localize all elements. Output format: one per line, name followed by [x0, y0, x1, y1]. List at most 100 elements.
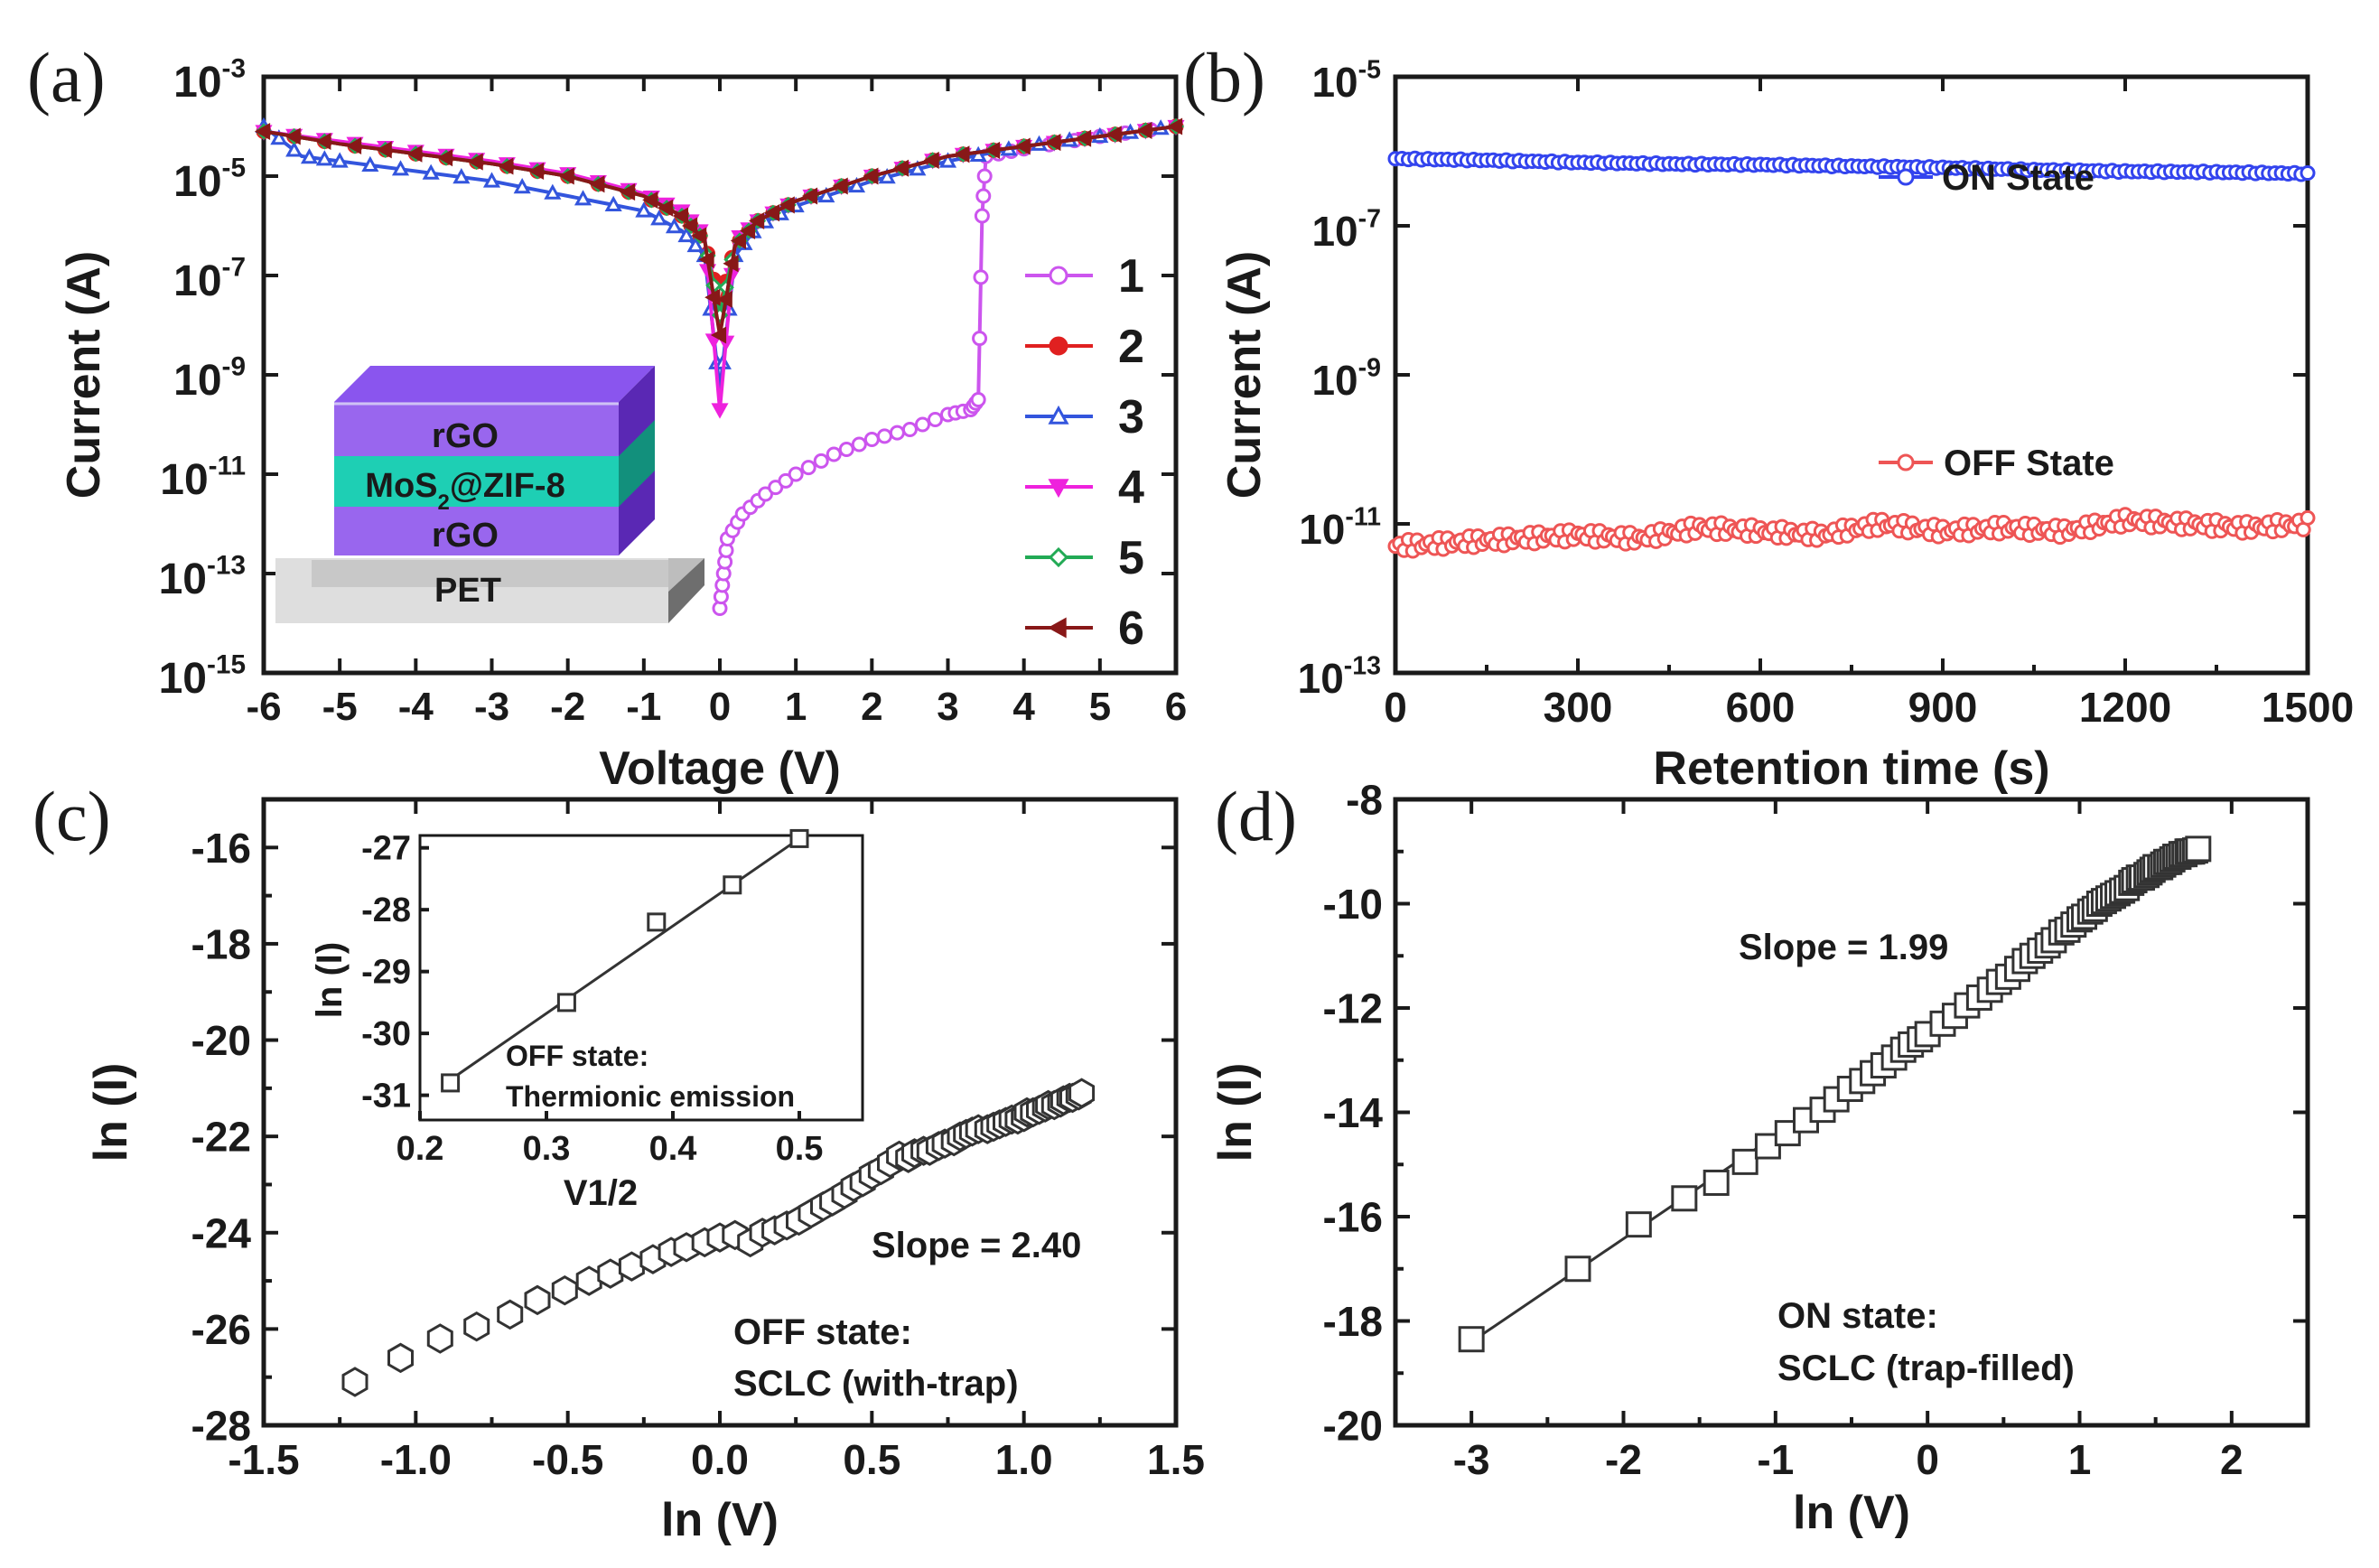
panel-a-series-3-point — [878, 168, 896, 184]
panel-a-xtick-label: 2 — [861, 685, 882, 729]
panel-d-ytick-label: -16 — [1323, 1194, 1383, 1241]
panel-a-series-1-point — [970, 392, 986, 407]
panel-a-series-6-point — [892, 159, 910, 177]
panel-a-ytick-label: 10-5 — [173, 153, 246, 206]
panel-label-d: (d) — [1215, 777, 1297, 855]
panel-a-series-6-point — [801, 187, 818, 205]
panel-b-series-on-point — [2300, 165, 2316, 182]
inset-ylabel: ln (I) — [310, 942, 350, 1018]
inset-xtick-label: 0.4 — [649, 1130, 697, 1168]
panel-a-series-6-point — [558, 167, 574, 185]
panel-c-slope-label: Slope = 2.40 — [872, 1226, 1081, 1265]
panel-c-xtick-label: 0.0 — [691, 1436, 749, 1483]
panel-b-xtick-label: 900 — [1908, 684, 1978, 731]
inset-state-label: OFF state: — [506, 1040, 648, 1072]
panel-c-data-point — [551, 1274, 578, 1306]
panel-a-xtick-label: 1 — [785, 685, 807, 729]
panel-a-series-6-point — [779, 196, 795, 214]
panel-b-xlabel: Retention time (s) — [1653, 742, 2049, 795]
panel-a-series-3-point — [482, 172, 501, 188]
panel-a-series-1-point — [972, 331, 988, 347]
panel-d-data-point — [1703, 1169, 1730, 1196]
panel-a-series-3-point — [677, 226, 695, 243]
panel-a-series-6-point — [863, 167, 879, 185]
panel-b-ytick-label: 10-7 — [1311, 204, 1381, 255]
inset-data-point — [723, 875, 742, 895]
legend-label-off-state: OFF State — [1944, 443, 2114, 483]
inset-xtick-label: 0.2 — [396, 1130, 444, 1168]
panel-c-ytick-label: -24 — [191, 1209, 252, 1256]
panel-a-series-1-point — [788, 466, 804, 482]
panel-a-series-1-point — [901, 422, 918, 437]
panel-b-xtick-label: 0 — [1384, 684, 1407, 731]
panel-a-series-3-point — [513, 178, 531, 194]
legend-label-4: 4 — [1118, 462, 1144, 514]
inset-ytick-label: -31 — [361, 1078, 411, 1115]
panel-d-xtick-label: -1 — [1757, 1436, 1794, 1483]
panel-a-xtick-label: -6 — [246, 685, 281, 729]
panel-d-xtick-label: -3 — [1453, 1436, 1490, 1483]
panel-a-series-3-point — [574, 190, 592, 206]
legend-label-6: 6 — [1118, 602, 1144, 655]
panel-c-xtick-label: -1.0 — [380, 1436, 452, 1483]
panel-b-xtick-label: 1500 — [2262, 684, 2354, 731]
panel-a-series-6-point — [589, 175, 605, 193]
legend-label-1: 1 — [1118, 250, 1144, 303]
panel-d-xtick-label: 0 — [1916, 1436, 1939, 1483]
panel-a-series-6-point — [704, 288, 721, 306]
panel-d-data-point — [1625, 1211, 1652, 1238]
panel-a-series-6-point — [436, 149, 453, 167]
panel-a-series-6-point — [984, 141, 1001, 159]
panel-a-xtick-label: -3 — [474, 685, 509, 729]
panel-a-series-6-point — [748, 211, 765, 230]
panel-a-series-3-point — [422, 163, 440, 180]
mos2-zif8-layer — [334, 456, 619, 507]
panel-b-series-off-point — [2300, 509, 2316, 526]
panel-a-series-3-point — [391, 160, 410, 176]
panel-a-ytick-label: 10-7 — [173, 252, 246, 305]
panel-a-series-1-point — [800, 460, 816, 476]
panel-a-series-6-point — [315, 132, 331, 151]
panel-a-series-3-point — [331, 152, 349, 168]
inset-data-point — [647, 912, 667, 932]
panel-a-xtick-label: -5 — [322, 685, 358, 729]
panel-a-series-6-point — [254, 122, 271, 141]
layer-label-pet: PET — [434, 572, 501, 610]
panel-label-c: (c) — [33, 777, 111, 855]
panel-c-ytick-label: -20 — [191, 1017, 251, 1064]
panel-a-ytick-label: 10-11 — [160, 451, 246, 504]
panel-a-series-1-point — [914, 416, 930, 433]
panel-c-data-point — [597, 1258, 624, 1289]
panel-a-series-6-point — [376, 141, 392, 159]
legend-marker-off — [1897, 453, 1915, 471]
panel-c-xtick-label: 0.5 — [843, 1436, 900, 1483]
panel-c-mechanism-label: SCLC (with-trap) — [733, 1364, 1019, 1404]
legend-label-5: 5 — [1118, 532, 1144, 584]
panel-a-series-1-point — [826, 446, 842, 462]
panel-d-data-point — [2185, 835, 2212, 863]
panel-c-xtick-label: 1.0 — [995, 1436, 1053, 1483]
inset-ytick-label: -29 — [361, 954, 411, 992]
panel-a-series-6-point — [698, 250, 714, 268]
inset-data-point — [441, 1073, 461, 1093]
panel-a-series-6-point — [672, 207, 689, 225]
panel-a-series-3-point — [909, 160, 927, 176]
panel-a-series-1-point — [973, 269, 989, 285]
panel-c-ytick-label: -28 — [191, 1403, 251, 1450]
panel-label-a: (a) — [27, 38, 106, 117]
panel-a-ytick-label: 10-13 — [159, 550, 246, 603]
inset-data-point — [556, 993, 576, 1013]
panel-c-data-point — [426, 1323, 453, 1354]
panel-b-ytick-label: 10-9 — [1311, 353, 1381, 404]
rgo-top-layer — [334, 402, 619, 456]
panel-a-series-6-point — [619, 183, 636, 201]
panel-d-data-point — [1458, 1326, 1485, 1353]
legend-marker-2 — [1049, 336, 1068, 356]
panel-d-ylabel: ln (I) — [1209, 1063, 1262, 1162]
panel-c-data-point — [524, 1284, 551, 1316]
panel-a-ytick-label: 10-9 — [173, 351, 246, 405]
panel-a-series-6-point — [345, 136, 362, 154]
panel-a-xtick-label: -2 — [550, 685, 585, 729]
panel-a-series-3-point — [635, 201, 653, 218]
panel-a-series-6-point — [467, 153, 483, 171]
